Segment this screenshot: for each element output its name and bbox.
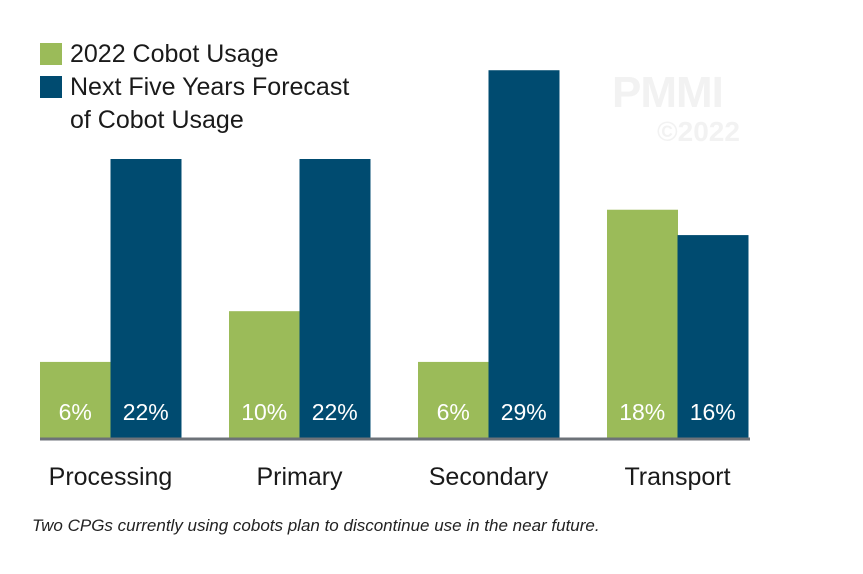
legend-swatch-green — [40, 43, 62, 65]
bar-processing-forecast — [110, 159, 182, 438]
bar-transport-forecast — [677, 235, 749, 438]
data-label: 6% — [437, 399, 470, 425]
x-tick-label: Transport — [624, 463, 730, 491]
data-label: 10% — [241, 399, 287, 425]
bar-primary-forecast — [299, 159, 371, 438]
bar-transport-2022 — [607, 209, 678, 438]
legend: 2022 Cobot Usage Next Five Years Forecas… — [40, 38, 349, 137]
footnote: Two CPGs currently using cobots plan to … — [32, 516, 600, 535]
x-tick-label: Primary — [256, 463, 343, 491]
bar-secondary-2022 — [418, 361, 489, 438]
x-tick-label: Secondary — [429, 463, 549, 491]
x-tick-label: Processing — [49, 463, 173, 491]
legend-item-forecast: Next Five Years Forecast of Cobot Usage — [40, 71, 349, 137]
bar-secondary-forecast — [488, 70, 560, 439]
data-label: 29% — [501, 399, 547, 425]
data-label: 22% — [312, 399, 358, 425]
watermark-brand: PMMI — [612, 68, 724, 117]
bar-primary-2022 — [229, 311, 300, 438]
data-label: 6% — [59, 399, 92, 425]
legend-item-2022: 2022 Cobot Usage — [40, 38, 349, 71]
bar-processing-2022 — [40, 361, 111, 438]
legend-label: Next Five Years Forecast of Cobot Usage — [70, 73, 350, 134]
legend-swatch-blue — [40, 76, 62, 98]
data-label: 16% — [690, 399, 736, 425]
data-label: 22% — [123, 399, 169, 425]
data-label: 18% — [619, 399, 665, 425]
watermark-copyright: ©2022 — [657, 116, 740, 147]
legend-label: 2022 Cobot Usage — [70, 40, 279, 68]
